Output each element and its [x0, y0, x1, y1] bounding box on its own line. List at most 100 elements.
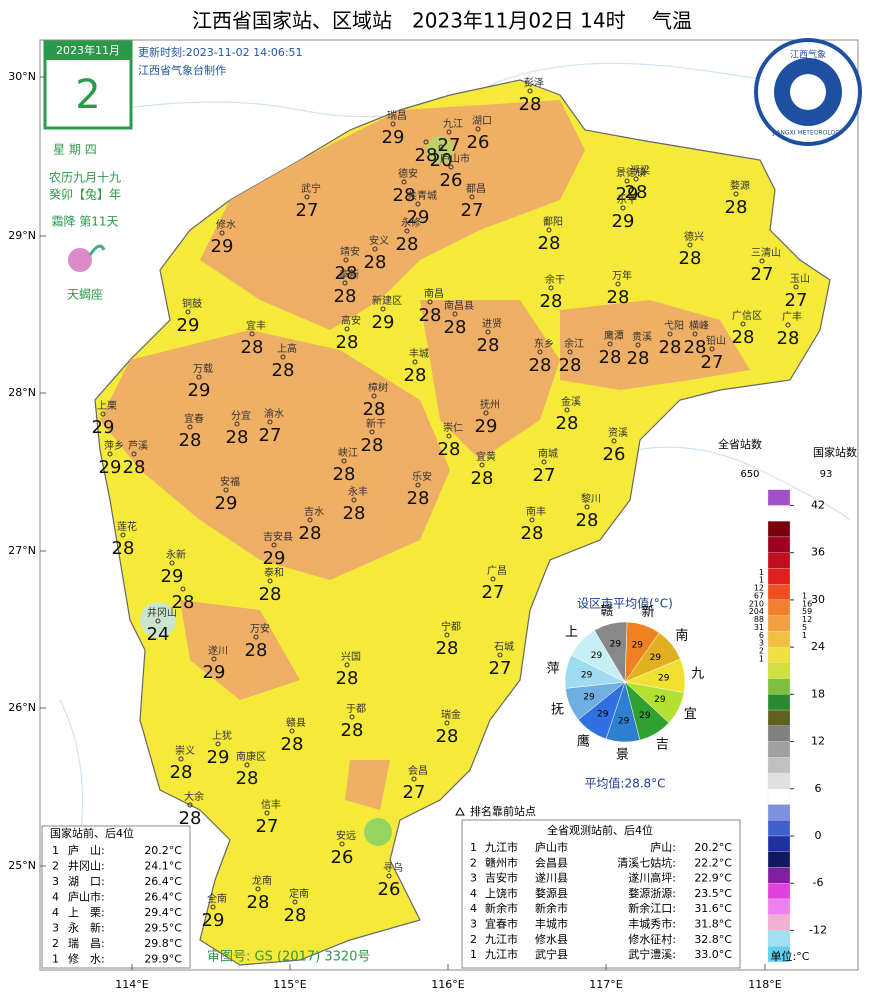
station-temp: 29 — [177, 315, 200, 336]
pie-city: 赣 — [600, 604, 613, 619]
station-dot — [169, 560, 175, 566]
lat-label: 28°N — [8, 386, 36, 399]
pie-value: 29 — [658, 673, 670, 683]
station-name: 宜春 — [184, 412, 204, 425]
station-dot — [485, 329, 491, 335]
station-temp: 29 — [407, 207, 430, 228]
station: 寻乌 26 — [378, 861, 403, 900]
national-rank-cell: 1 — [52, 844, 59, 857]
legend-count: 6 — [759, 631, 764, 640]
station-dot — [211, 656, 217, 662]
station-dot — [351, 497, 357, 503]
station: 遂川 29 — [203, 644, 228, 683]
station-dot — [180, 586, 186, 592]
station-name: 东乡 — [534, 337, 554, 350]
station-dot — [620, 205, 626, 211]
station-dot — [304, 194, 310, 200]
station-temp: 28 — [599, 347, 622, 368]
station: 武宁 27 — [296, 182, 321, 221]
calendar-month: 2023年11月 — [56, 43, 120, 57]
station-name: 广信区 — [732, 310, 762, 322]
legend-swatch — [767, 709, 791, 726]
station-dot — [733, 191, 739, 197]
station-name: 莲花 — [117, 520, 137, 533]
legend-unit: 单位:°C — [771, 949, 810, 963]
station-dot — [267, 419, 273, 425]
cool-zone — [364, 818, 392, 846]
station-temp: 28 — [335, 263, 358, 284]
station-dot — [341, 458, 347, 464]
station-name: 余江 — [564, 337, 584, 350]
station: 28 — [415, 139, 437, 166]
station-temp: 28 — [123, 457, 146, 478]
pie-average: 平均值:28.8°C — [584, 776, 665, 791]
station: 三清山 27 — [751, 246, 781, 285]
provincial-rank-cell: 31.6°C — [694, 902, 732, 915]
lunar-date: 农历九月十九 — [49, 171, 121, 185]
station-name: 新干 — [366, 417, 386, 430]
station: 广昌 27 — [482, 565, 507, 603]
provincial-rank-title: 全省观测站前、后4位 — [547, 823, 653, 837]
station-dot — [415, 482, 421, 488]
provincial-rank-cell: 23.5°C — [694, 887, 732, 900]
national-rank-cell: 2 — [52, 860, 59, 873]
provincial-rank-cell: 4 — [470, 902, 477, 915]
station: 樟树 28 — [363, 381, 388, 420]
station-temp: 27 — [403, 782, 426, 803]
legend-swatch — [767, 883, 791, 900]
station-name: 鄱阳 — [543, 215, 563, 228]
national-rank-cell: 修 水: — [68, 952, 105, 966]
cool-zone — [140, 602, 176, 638]
station-dot — [446, 433, 452, 439]
legend-tick-label: 42 — [811, 498, 825, 511]
station-name: 余干 — [545, 273, 565, 286]
station-name: 万载 — [193, 363, 213, 375]
legend-swatch — [767, 898, 791, 915]
station-name: 崇义 — [175, 745, 195, 757]
legend-swatch — [767, 536, 791, 553]
provincial-rank-cell: 丰城秀市: — [628, 917, 676, 931]
station: 宜春 28 — [179, 412, 204, 451]
station-temp: 28 — [259, 584, 282, 605]
station: 芦溪 28 — [123, 440, 148, 478]
station: 景德镇 29 — [616, 166, 646, 205]
lon-label: 115°E — [273, 978, 306, 991]
station-temp: 28 — [732, 327, 755, 348]
pie-city: 南 — [675, 628, 688, 644]
station-dot — [292, 899, 298, 905]
station: 德安 28 — [393, 167, 418, 206]
station: 泰和 28 — [259, 566, 284, 605]
national-rank-cell: 庐 山: — [68, 843, 105, 857]
station: 安福 29 — [215, 475, 240, 514]
pie-city: 鹰 — [577, 733, 590, 749]
legend-tick-label: 18 — [811, 687, 825, 700]
station: 赣县 28 — [281, 716, 306, 755]
station-dot — [692, 331, 698, 337]
national-rank-cell: 29.9°C — [144, 953, 182, 966]
station-dot — [615, 281, 621, 287]
river — [59, 699, 84, 841]
station-name: 峡江 — [338, 446, 358, 459]
station-dot — [386, 873, 392, 879]
station-dot — [344, 326, 350, 332]
pie-city: 九 — [691, 667, 704, 682]
national-rank-cell: 湖 口: — [68, 875, 105, 888]
zodiac: 天蝎座 — [67, 287, 103, 302]
station: 会昌 27 — [403, 764, 428, 803]
provincial-rank-box — [461, 819, 741, 969]
station-dot — [404, 228, 410, 234]
provincial-rank-cell: 遂川高坪: — [628, 871, 676, 885]
station-temp: 27 — [259, 425, 282, 446]
station-temp: 28 — [343, 503, 366, 524]
provincial-rank-cell: 新余市 — [535, 901, 568, 915]
warm-zone — [200, 100, 585, 330]
station-dot — [372, 246, 378, 252]
station-name: 广昌 — [487, 565, 507, 577]
provincial-rank-cell: 清溪七姑坑: — [617, 855, 676, 869]
legend-swatch — [767, 772, 791, 789]
station-dot — [527, 88, 533, 94]
station-temp: 28 — [521, 523, 544, 544]
station-dot — [709, 346, 715, 352]
logo-name: 江西气象 — [790, 49, 826, 61]
station-dot — [100, 411, 106, 417]
